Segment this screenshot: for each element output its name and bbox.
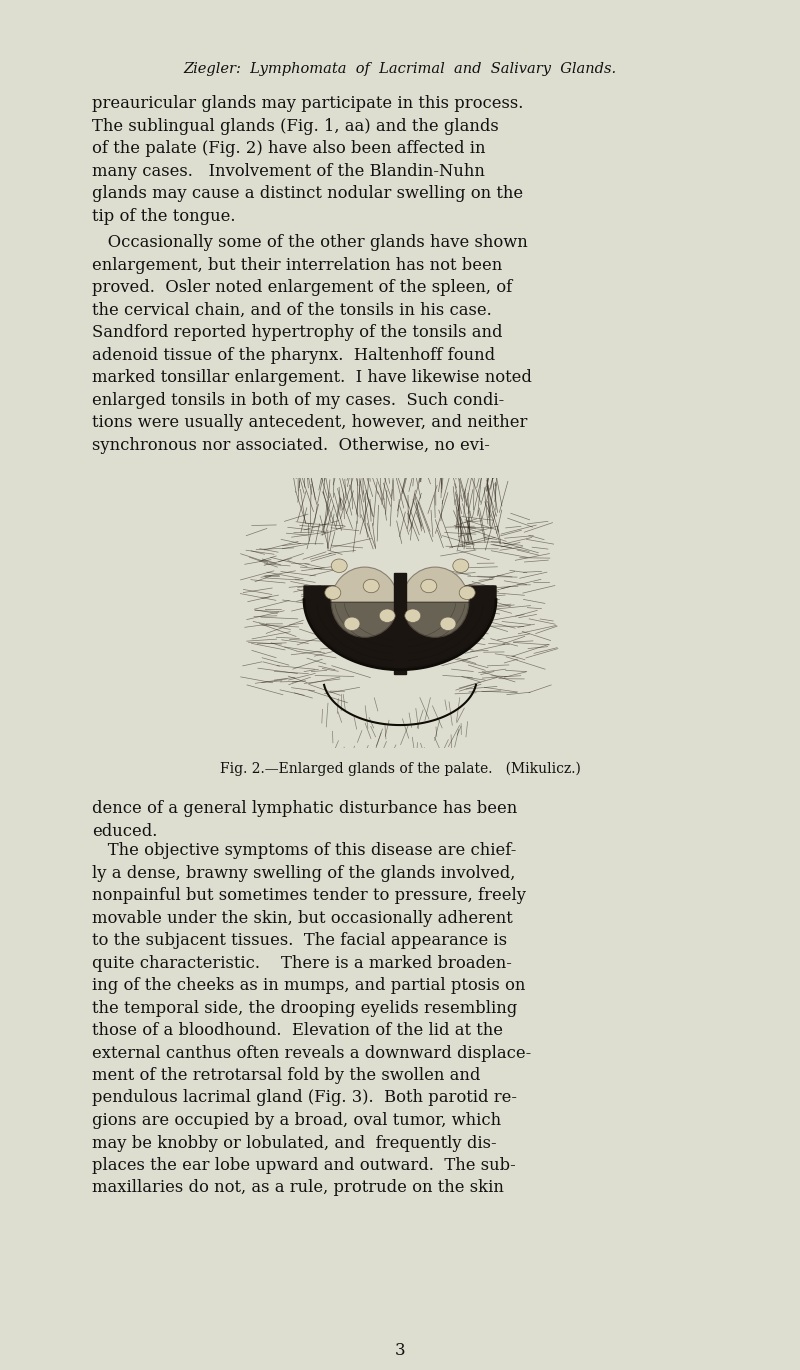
Polygon shape [304,586,496,670]
Text: nonpainful but sometimes tender to pressure, freely: nonpainful but sometimes tender to press… [92,886,526,904]
Text: enlargement, but their interrelation has not been: enlargement, but their interrelation has… [92,256,502,274]
Ellipse shape [440,616,456,630]
Text: proved.  Osler noted enlargement of the spleen, of: proved. Osler noted enlargement of the s… [92,279,512,296]
Text: adenoid tissue of the pharynx.  Haltenhoff found: adenoid tissue of the pharynx. Haltenhof… [92,347,495,363]
Text: many cases.   Involvement of the Blandin-Nuhn: many cases. Involvement of the Blandin-N… [92,163,485,179]
Text: 3: 3 [394,1343,406,1359]
Text: marked tonsillar enlargement.  I have likewise noted: marked tonsillar enlargement. I have lik… [92,369,532,386]
Text: of the palate (Fig. 2) have also been affected in: of the palate (Fig. 2) have also been af… [92,140,486,158]
Text: educed.: educed. [92,822,158,840]
Ellipse shape [325,586,341,600]
Bar [394,573,406,674]
Text: those of a bloodhound.  Elevation of the lid at the: those of a bloodhound. Elevation of the … [92,1022,503,1038]
Text: The sublingual glands (Fig. 1, aa) and the glands: The sublingual glands (Fig. 1, aa) and t… [92,118,498,134]
Text: movable under the skin, but occasionally adherent: movable under the skin, but occasionally… [92,910,513,926]
Text: Occasionally some of the other glands have shown: Occasionally some of the other glands ha… [92,234,528,251]
Ellipse shape [344,616,360,630]
Polygon shape [317,603,483,653]
Ellipse shape [379,608,395,622]
Text: may be knobby or lobulated, and  frequently dis-: may be knobby or lobulated, and frequent… [92,1134,497,1152]
Ellipse shape [421,580,437,593]
Text: enlarged tonsils in both of my cases.  Such condi-: enlarged tonsils in both of my cases. Su… [92,392,504,408]
Text: preauricular glands may participate in this process.: preauricular glands may participate in t… [92,95,523,112]
Ellipse shape [453,559,469,573]
Text: ly a dense, brawny swelling of the glands involved,: ly a dense, brawny swelling of the gland… [92,864,515,881]
Text: synchronous nor associated.  Otherwise, no evi-: synchronous nor associated. Otherwise, n… [92,437,490,453]
Text: pendulous lacrimal gland (Fig. 3).  Both parotid re-: pendulous lacrimal gland (Fig. 3). Both … [92,1089,517,1107]
Ellipse shape [363,580,379,593]
Text: tip of the tongue.: tip of the tongue. [92,207,235,225]
Text: the cervical chain, and of the tonsils in his case.: the cervical chain, and of the tonsils i… [92,301,492,318]
Text: maxillaries do not, as a rule, protrude on the skin: maxillaries do not, as a rule, protrude … [92,1180,504,1196]
Text: Sandford reported hypertrophy of the tonsils and: Sandford reported hypertrophy of the ton… [92,323,502,341]
Text: to the subjacent tissues.  The facial appearance is: to the subjacent tissues. The facial app… [92,932,507,949]
Text: Fig. 2.—Enlarged glands of the palate.   (Mikulicz.): Fig. 2.—Enlarged glands of the palate. (… [219,762,581,777]
Text: external canthus often reveals a downward displace-: external canthus often reveals a downwar… [92,1044,531,1062]
Text: gions are occupied by a broad, oval tumor, which: gions are occupied by a broad, oval tumo… [92,1112,501,1129]
Text: the temporal side, the drooping eyelids resembling: the temporal side, the drooping eyelids … [92,1000,518,1017]
Ellipse shape [459,586,475,600]
Ellipse shape [405,608,421,622]
Text: Ziegler:  Lymphomata  of  Lacrimal  and  Salivary  Glands.: Ziegler: Lymphomata of Lacrimal and Sali… [183,62,617,75]
Text: dence of a general lymphatic disturbance has been: dence of a general lymphatic disturbance… [92,800,518,817]
Text: tions were usually antecedent, however, and neither: tions were usually antecedent, however, … [92,414,527,432]
Ellipse shape [331,559,347,573]
Ellipse shape [331,567,398,637]
Text: The objective symptoms of this disease are chief-: The objective symptoms of this disease a… [92,843,516,859]
Text: quite characteristic.    There is a marked broaden-: quite characteristic. There is a marked … [92,955,512,971]
Text: ing of the cheeks as in mumps, and partial ptosis on: ing of the cheeks as in mumps, and parti… [92,977,526,995]
Ellipse shape [402,567,469,637]
Text: ment of the retrotarsal fold by the swollen and: ment of the retrotarsal fold by the swol… [92,1067,480,1084]
Text: glands may cause a distinct nodular swelling on the: glands may cause a distinct nodular swel… [92,185,523,201]
Text: places the ear lobe upward and outward.  The sub-: places the ear lobe upward and outward. … [92,1158,516,1174]
